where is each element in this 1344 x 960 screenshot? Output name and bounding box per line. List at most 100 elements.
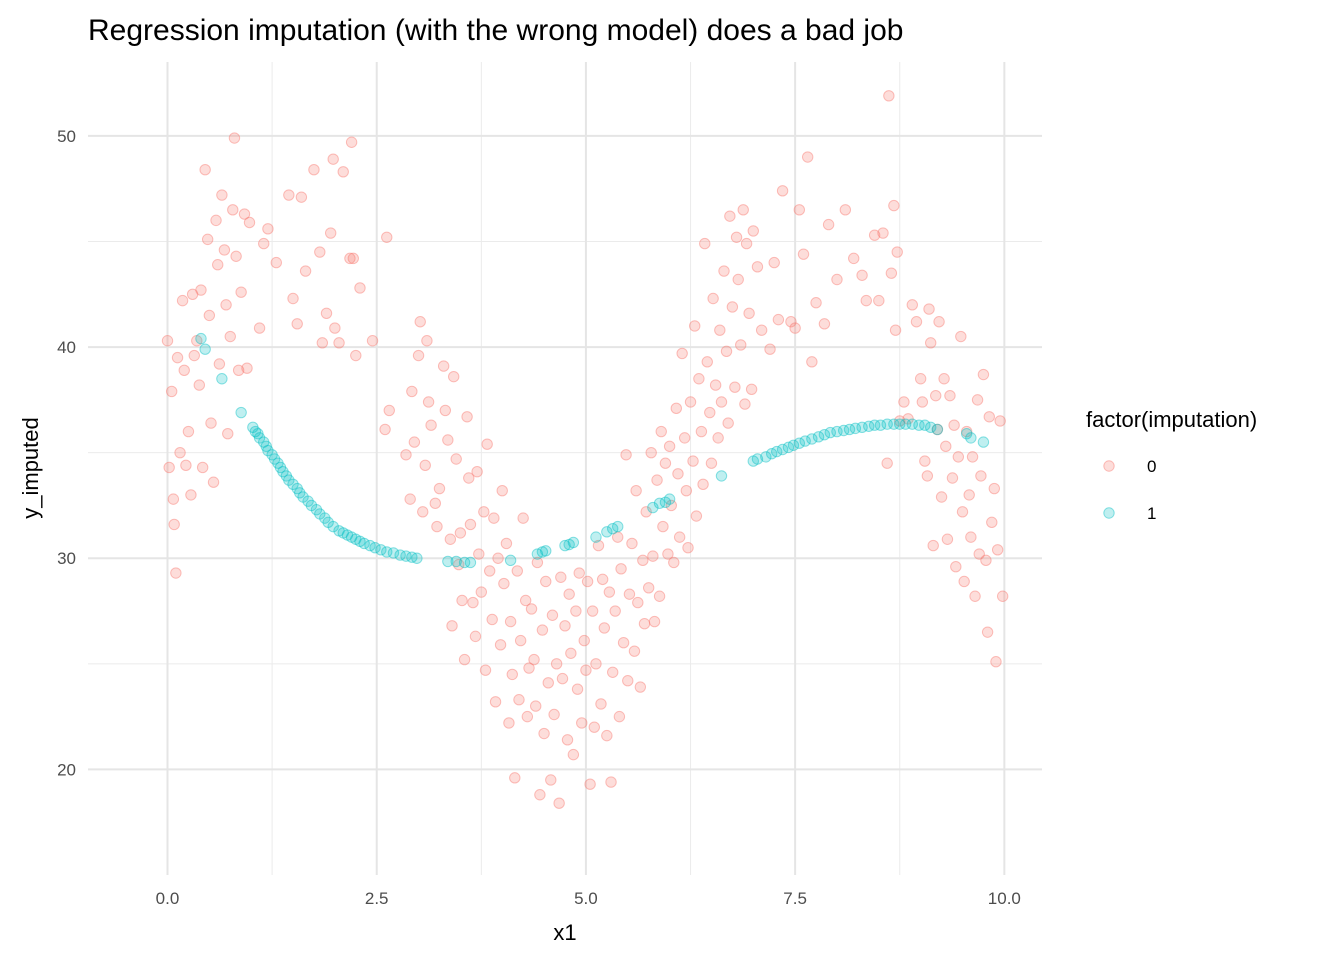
point-imputation-0 (178, 364, 190, 377)
point-imputation-0 (818, 318, 831, 330)
point-imputation-0 (425, 419, 437, 431)
point-imputation-0 (902, 413, 914, 425)
point-imputation-1 (536, 546, 549, 558)
point-imputation-0 (437, 360, 450, 372)
point-imputation-0 (586, 605, 599, 617)
point-imputation-0 (404, 493, 416, 505)
point-imputation-1 (274, 461, 287, 474)
point-imputation-0 (347, 252, 359, 265)
point-imputation-0 (213, 358, 226, 370)
point-imputation-0 (224, 330, 236, 343)
point-imputation-1 (195, 332, 207, 345)
point-imputation-0 (810, 297, 822, 309)
point-imputation-1 (294, 487, 306, 499)
point-imputation-0 (444, 533, 457, 545)
point-imputation-0 (243, 216, 256, 229)
point-imputation-0 (689, 320, 701, 332)
point-imputation-0 (556, 672, 569, 685)
point-imputation-0 (222, 427, 234, 440)
point-imputation-0 (969, 590, 981, 602)
point-imputation-0 (977, 368, 990, 381)
point-imputation-0 (578, 634, 590, 647)
point-imputation-0 (506, 668, 518, 681)
point-imputation-1 (567, 536, 580, 549)
point-imputation-1 (540, 545, 552, 557)
point-imputation-0 (478, 506, 490, 518)
point-imputation-0 (165, 385, 178, 398)
point-imputation-0 (329, 322, 341, 334)
point-imputation-0 (241, 362, 253, 374)
point-imputation-1 (291, 482, 303, 495)
point-imputation-0 (623, 588, 636, 600)
point-imputation-0 (270, 256, 282, 269)
point-imputation-0 (565, 647, 577, 659)
point-imputation-0 (626, 537, 638, 550)
point-imputation-0 (975, 470, 987, 482)
point-imputation-0 (743, 307, 755, 319)
point-imputation-0 (755, 324, 768, 336)
point-imputation-0 (772, 313, 785, 326)
point-imputation-0 (881, 457, 893, 469)
point-imputation-0 (182, 425, 195, 438)
point-imputation-0 (191, 335, 203, 347)
point-imputation-0 (481, 438, 493, 450)
point-imputation-0 (768, 256, 780, 269)
point-imputation-0 (745, 383, 758, 396)
point-imputation-1 (590, 531, 602, 543)
point-imputation-0 (337, 166, 349, 178)
point-imputation-1 (812, 431, 825, 443)
point-imputation-1 (747, 455, 759, 467)
point-imputation-1 (341, 529, 354, 541)
point-imputation-0 (684, 396, 697, 408)
point-imputation-0 (776, 185, 789, 197)
point-imputation-0 (888, 199, 900, 212)
point-imputation-0 (678, 432, 691, 444)
point-imputation-0 (429, 497, 441, 510)
point-imputation-0 (494, 639, 507, 651)
x-tick-label: 5.0 (574, 889, 598, 908)
point-imputation-0 (991, 544, 1004, 556)
point-imputation-0 (488, 512, 500, 524)
point-imputation-0 (550, 658, 563, 670)
point-imputation-1 (350, 533, 362, 545)
point-imputation-1 (310, 503, 323, 516)
point-imputation-0 (463, 472, 475, 484)
point-imputation-0 (971, 394, 984, 406)
point-imputation-0 (659, 457, 672, 469)
point-imputation-1 (868, 419, 881, 431)
point-imputation-1 (305, 499, 318, 512)
point-imputation-0 (212, 259, 224, 271)
point-imputation-0 (668, 556, 680, 569)
point-imputation-0 (726, 301, 739, 313)
point-imputation-0 (291, 318, 303, 330)
point-imputation-0 (170, 567, 182, 579)
point-imputation-1 (327, 520, 339, 533)
point-imputation-1 (824, 426, 836, 439)
point-imputation-1 (766, 448, 778, 460)
point-imputation-0 (617, 637, 630, 649)
point-imputation-0 (446, 620, 458, 632)
point-imputation-1 (659, 496, 672, 508)
point-imputation-1 (601, 526, 613, 538)
point-imputation-1 (364, 539, 376, 552)
point-imputation-0 (670, 402, 682, 415)
point-imputation-0 (916, 396, 929, 408)
point-imputation-0 (199, 163, 211, 176)
y-tick-labels: 20 30 40 50 (57, 127, 76, 780)
point-imputation-1 (247, 421, 259, 434)
point-imputation-0 (751, 261, 764, 273)
point-imputation-0 (697, 478, 709, 491)
point-imputation-0 (479, 664, 492, 676)
point-imputation-0 (732, 273, 744, 286)
point-imputation-1 (760, 451, 772, 463)
point-imputation-1 (314, 508, 326, 520)
point-imputation-0 (714, 324, 726, 336)
point-imputation-0 (581, 575, 594, 588)
point-imputation-0 (655, 425, 667, 438)
point-imputation-0 (885, 267, 898, 279)
point-imputation-0 (981, 626, 994, 638)
point-imputation-0 (542, 677, 554, 689)
point-imputation-0 (448, 370, 460, 383)
point-imputation-1 (925, 421, 937, 434)
point-imputation-0 (634, 681, 647, 693)
